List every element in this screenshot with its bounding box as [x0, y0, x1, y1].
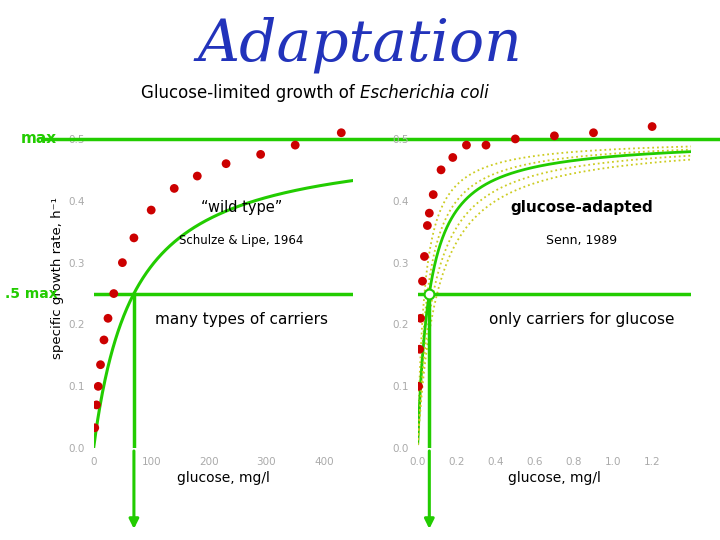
Y-axis label: specific growth rate, h⁻¹: specific growth rate, h⁻¹ [51, 197, 64, 359]
Text: Escherichia coli: Escherichia coli [360, 84, 489, 102]
Point [423, 289, 435, 298]
Point [422, 221, 433, 230]
Point [549, 132, 560, 140]
Point [168, 184, 180, 193]
Point [510, 134, 521, 143]
Point [117, 258, 128, 267]
Point [336, 129, 347, 137]
Point [89, 423, 101, 432]
Text: max: max [21, 131, 58, 146]
Point [447, 153, 459, 162]
Text: Glucose-limited growth of: Glucose-limited growth of [141, 84, 360, 102]
Point [108, 289, 120, 298]
Point [102, 314, 114, 322]
Point [647, 122, 658, 131]
Point [428, 190, 439, 199]
Point [289, 141, 301, 150]
Text: Schulze & Lipe, 1964: Schulze & Lipe, 1964 [179, 234, 304, 247]
X-axis label: glucose, mg/l: glucose, mg/l [177, 471, 269, 485]
Point [91, 401, 102, 409]
Point [220, 159, 232, 168]
Text: Senn, 1989: Senn, 1989 [546, 234, 617, 247]
Point [423, 209, 435, 218]
X-axis label: glucose, mg/l: glucose, mg/l [508, 471, 600, 485]
Text: many types of carriers: many types of carriers [155, 312, 328, 327]
Point [192, 172, 203, 180]
Point [95, 360, 107, 369]
Point [255, 150, 266, 159]
Point [413, 382, 424, 390]
Point [415, 314, 426, 322]
Point [92, 382, 104, 390]
Text: only carriers for glucose: only carriers for glucose [489, 312, 675, 327]
Point [145, 206, 157, 214]
Point [436, 166, 447, 174]
Point [414, 345, 426, 354]
Point [588, 129, 599, 137]
Text: glucose-adapted: glucose-adapted [510, 200, 653, 215]
Point [128, 234, 140, 242]
Text: .5 max: .5 max [4, 287, 58, 301]
Point [418, 252, 430, 261]
Text: Adaptation: Adaptation [197, 16, 523, 73]
Point [417, 277, 428, 286]
Point [461, 141, 472, 150]
Point [98, 336, 109, 345]
Text: “wild type”: “wild type” [201, 200, 282, 215]
Point [480, 141, 492, 150]
